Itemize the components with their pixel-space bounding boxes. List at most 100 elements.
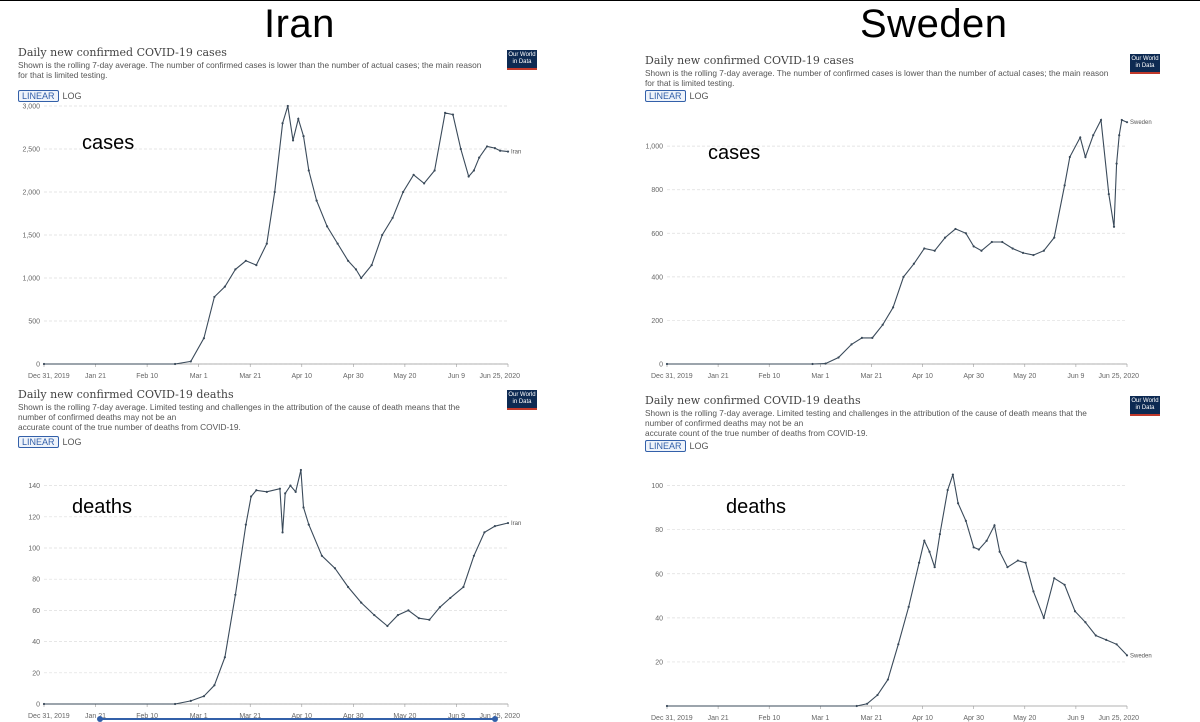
x-tick-label: Mar 21 (239, 713, 261, 720)
timeline-end-handle[interactable] (492, 716, 498, 722)
data-point (189, 360, 192, 363)
data-point (234, 268, 237, 271)
data-point (291, 139, 295, 142)
data-point (933, 249, 936, 252)
data-point (478, 156, 481, 159)
y-tick-label: 1,000 (22, 276, 40, 283)
data-point (1079, 136, 1082, 139)
data-point (1120, 118, 1123, 122)
x-tick-label: Mar 21 (861, 715, 883, 722)
data-point (472, 554, 476, 557)
x-tick-label: May 20 (1013, 373, 1036, 380)
logo-line: in Data (512, 399, 532, 405)
data-point (402, 190, 405, 194)
iran-title: Iran (264, 2, 335, 46)
data-point (943, 236, 947, 239)
x-tick-label: Mar 21 (861, 373, 883, 380)
subtitle-line: accurate count of the true number of dea… (18, 422, 241, 432)
data-point (886, 678, 890, 681)
y-tick-label: 1,000 (645, 144, 663, 151)
owid-logo[interactable]: Our World in Data (1130, 54, 1160, 74)
data-point (449, 596, 452, 600)
x-tick-label: Apr 30 (343, 373, 364, 380)
data-point (902, 275, 905, 278)
data-point (244, 259, 247, 262)
owid-logo[interactable]: Our World in Data (507, 390, 537, 410)
logo-line: Our World (508, 52, 536, 58)
data-point (850, 343, 853, 346)
timeline-range[interactable] (100, 718, 495, 720)
data-point (255, 264, 258, 267)
data-point (506, 150, 510, 153)
x-tick-label: Apr 30 (963, 373, 984, 380)
data-point (1115, 162, 1118, 165)
data-point (881, 323, 884, 326)
data-point (493, 525, 496, 528)
data-point (860, 336, 864, 339)
chart-subtitle: Shown is the rolling 7-day average. Limi… (645, 408, 1087, 438)
data-point (923, 247, 926, 250)
series-line (44, 105, 509, 365)
linear-button[interactable]: LINEAR (645, 440, 686, 452)
data-point (923, 539, 926, 542)
data-point (1053, 577, 1056, 580)
data-point (928, 550, 931, 553)
data-point (1021, 251, 1025, 254)
timeline-start-handle[interactable] (97, 716, 103, 722)
x-tick-label: Jun 25, 2020 (1099, 715, 1140, 722)
data-point (1092, 134, 1095, 137)
data-point (1125, 121, 1129, 124)
data-point (866, 702, 869, 705)
data-point (234, 593, 237, 596)
timeline-scrollbar[interactable] (10, 716, 540, 722)
y-tick-label: 80 (655, 527, 663, 534)
data-point (255, 489, 258, 492)
data-point (386, 624, 389, 628)
data-point (244, 523, 247, 526)
linear-button[interactable]: LINEAR (18, 90, 59, 102)
data-point (249, 495, 253, 498)
scale-toggle: LINEAR LOG (645, 440, 709, 452)
data-point (1099, 118, 1103, 122)
data-point (438, 606, 441, 609)
log-button[interactable]: LOG (689, 91, 709, 101)
data-point (977, 548, 980, 551)
data-point (1073, 610, 1077, 613)
data-point (1084, 621, 1087, 624)
x-tick-label: Apr 30 (963, 715, 984, 722)
data-point (213, 684, 216, 687)
series-end-label: Iran (511, 150, 521, 156)
y-tick-label: 800 (651, 187, 663, 194)
log-button[interactable]: LOG (62, 91, 82, 101)
data-point (360, 276, 363, 280)
data-point (173, 702, 177, 706)
owid-logo[interactable]: Our World in Data (507, 50, 537, 70)
x-tick-label: Feb 10 (136, 713, 158, 720)
log-button[interactable]: LOG (689, 441, 709, 451)
logo-line: Our World (1131, 56, 1159, 62)
data-point (320, 554, 323, 557)
linear-button[interactable]: LINEAR (18, 436, 59, 448)
x-tick-label: Jun 25, 2020 (480, 713, 521, 720)
linear-button[interactable]: LINEAR (645, 90, 686, 102)
owid-logo[interactable]: Our World in Data (1130, 396, 1160, 416)
data-point (381, 233, 384, 237)
data-point (938, 533, 941, 536)
data-point (1105, 638, 1108, 641)
x-tick-label: Dec 31, 2019 (651, 715, 693, 722)
x-tick-label: Jun 9 (1067, 715, 1084, 722)
data-point (964, 519, 967, 522)
data-point (951, 473, 954, 476)
data-point (1094, 634, 1097, 637)
y-tick-label: 2,500 (22, 147, 40, 154)
data-point (1042, 616, 1045, 619)
y-tick-label: 120 (28, 514, 40, 521)
log-button[interactable]: LOG (62, 437, 82, 447)
x-tick-label: Jun 9 (448, 373, 465, 380)
data-point (998, 550, 1001, 553)
data-point (213, 295, 216, 299)
data-point (315, 199, 318, 202)
data-point (462, 585, 465, 589)
x-tick-label: Jan 21 (85, 713, 106, 720)
data-point (1084, 155, 1087, 159)
